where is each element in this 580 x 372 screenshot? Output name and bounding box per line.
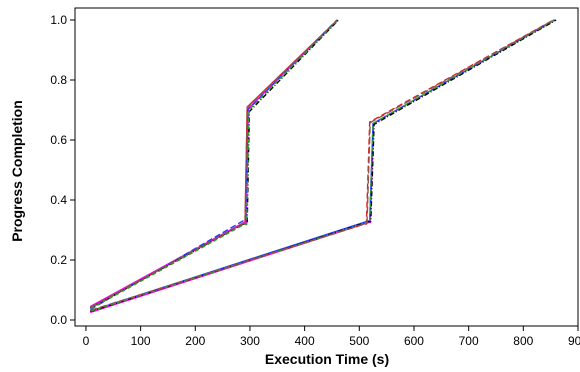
x-tick-label: 100 <box>131 334 151 348</box>
x-tick-label: 400 <box>295 334 315 348</box>
plot-area <box>89 19 557 314</box>
x-tick-label: 800 <box>513 334 533 348</box>
x-tick-label: 0 <box>83 334 90 348</box>
series-line-5 <box>90 19 339 310</box>
series-line-10 <box>90 19 557 313</box>
plot-frame <box>74 7 579 327</box>
axes: 0 100 200 300 400 500 600 700 800 900 0.0 0.2 0.4 0.6… <box>50 7 580 348</box>
y-tick-label: 0.0 <box>50 313 67 327</box>
x-tick-label: 600 <box>404 334 424 348</box>
y-tick-label: 0.2 <box>50 253 67 267</box>
x-axis-title: Execution Time (s) <box>265 351 389 367</box>
y-axis-title: Progress Completion <box>9 100 25 242</box>
y-tick-label: 0.4 <box>50 193 67 207</box>
series-line-9 <box>90 19 556 312</box>
series-line-6 <box>89 19 338 309</box>
series-line-3 <box>89 19 338 311</box>
y-tick-label: 1.0 <box>50 13 67 27</box>
x-tick-label: 500 <box>349 334 369 348</box>
series-line-12 <box>90 19 555 312</box>
series-line-2 <box>89 19 339 308</box>
series-line-1 <box>89 19 338 309</box>
x-tick-label: 700 <box>459 334 479 348</box>
y-tick-label: 0.6 <box>50 133 67 147</box>
x-tick-label: 300 <box>240 334 260 348</box>
series-line-4 <box>89 19 340 309</box>
y-tick-label: 0.8 <box>50 73 67 87</box>
x-tick-label: 200 <box>185 334 205 348</box>
x-tick-label: 900 <box>568 334 580 348</box>
series-line-8 <box>90 19 554 312</box>
